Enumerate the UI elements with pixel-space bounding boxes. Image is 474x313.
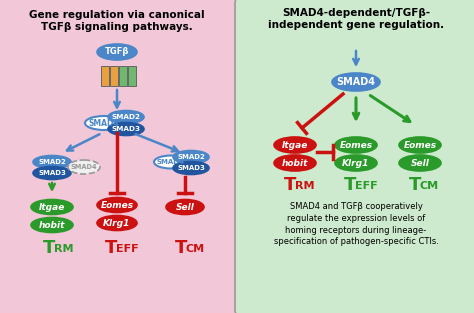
Text: TGFβ: TGFβ: [105, 48, 129, 57]
FancyBboxPatch shape: [0, 0, 238, 313]
Ellipse shape: [274, 155, 316, 171]
Ellipse shape: [335, 137, 377, 153]
Ellipse shape: [274, 137, 316, 153]
Text: Sell: Sell: [410, 158, 429, 167]
Ellipse shape: [335, 155, 377, 171]
Text: Gene regulation via canonical
TGFβ signaling pathways.: Gene regulation via canonical TGFβ signa…: [29, 10, 205, 33]
Text: EFF: EFF: [116, 244, 138, 254]
Ellipse shape: [97, 198, 137, 213]
Ellipse shape: [85, 116, 123, 130]
Text: CM: CM: [186, 244, 205, 254]
Text: Sell: Sell: [175, 203, 194, 212]
Text: T: T: [344, 176, 356, 194]
Ellipse shape: [97, 215, 137, 230]
Text: SMAD4: SMAD4: [89, 119, 119, 127]
Text: SMAD2: SMAD2: [111, 114, 140, 120]
Text: T: T: [43, 239, 55, 257]
Ellipse shape: [173, 151, 209, 163]
Ellipse shape: [31, 218, 73, 233]
Text: T: T: [409, 176, 421, 194]
Ellipse shape: [108, 122, 144, 136]
Text: SMAD3: SMAD3: [111, 126, 140, 132]
Text: SMAD3: SMAD3: [177, 165, 205, 171]
Text: EFF: EFF: [355, 181, 378, 191]
Text: SMAD4: SMAD4: [157, 159, 185, 165]
Text: SMAD4: SMAD4: [337, 77, 375, 87]
Ellipse shape: [332, 73, 380, 91]
Text: Klrg1: Klrg1: [342, 158, 370, 167]
Text: T: T: [105, 239, 118, 257]
Ellipse shape: [33, 167, 71, 179]
Text: SMAD4: SMAD4: [71, 164, 97, 170]
Ellipse shape: [154, 156, 188, 168]
Ellipse shape: [166, 199, 204, 214]
Text: SMAD4-dependent/TGFβ-
independent gene regulation.: SMAD4-dependent/TGFβ- independent gene r…: [268, 8, 444, 30]
Text: RM: RM: [295, 181, 315, 191]
Bar: [128, 66, 136, 86]
Bar: [110, 66, 118, 86]
Text: Itgae: Itgae: [39, 203, 65, 212]
Text: SMAD2: SMAD2: [177, 154, 205, 160]
Ellipse shape: [399, 137, 441, 153]
Ellipse shape: [108, 110, 144, 124]
Text: Klrg1: Klrg1: [103, 218, 131, 228]
Bar: [119, 66, 127, 86]
Text: Eomes: Eomes: [100, 201, 134, 209]
Text: T: T: [175, 239, 187, 257]
FancyBboxPatch shape: [235, 0, 474, 313]
Text: T: T: [284, 176, 296, 194]
Ellipse shape: [68, 160, 100, 174]
Bar: [101, 66, 109, 86]
Text: Eomes: Eomes: [403, 141, 437, 150]
Text: Eomes: Eomes: [339, 141, 373, 150]
Ellipse shape: [399, 155, 441, 171]
Ellipse shape: [33, 156, 71, 168]
Text: RM: RM: [54, 244, 73, 254]
Ellipse shape: [31, 199, 73, 214]
Ellipse shape: [173, 162, 209, 175]
Text: SMAD4 and TGFβ cooperatively
regulate the expression levels of
homing receptors : SMAD4 and TGFβ cooperatively regulate th…: [273, 202, 438, 246]
Text: SMAD2: SMAD2: [38, 159, 66, 165]
Text: Itgae: Itgae: [282, 141, 308, 150]
Text: SMAD3: SMAD3: [38, 170, 66, 176]
Text: CM: CM: [420, 181, 439, 191]
Text: hobit: hobit: [39, 220, 65, 229]
Ellipse shape: [97, 44, 137, 60]
Text: hobit: hobit: [282, 158, 308, 167]
